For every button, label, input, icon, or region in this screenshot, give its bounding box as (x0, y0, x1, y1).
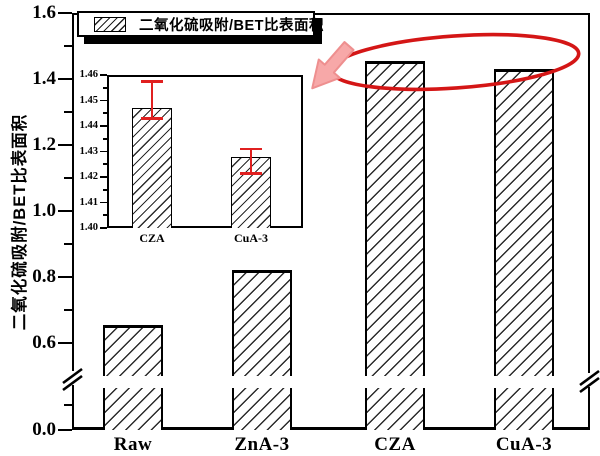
inset-y-major-tick (100, 201, 107, 204)
inset-y-major-tick (100, 176, 107, 178)
y-minor-tick (64, 308, 72, 311)
inset-bar (132, 108, 172, 228)
inset-y-minor-tick (103, 188, 107, 191)
y-axis-title: 二氧化硫吸附/BET比表面积 (11, 113, 29, 331)
y-major-tick (58, 11, 72, 15)
inset-y-minor-tick (103, 86, 107, 89)
y-tick-label: 1.6 (32, 2, 56, 23)
x-category-label: CuA-3 (495, 434, 553, 455)
y-major-tick (58, 77, 72, 81)
inset-y-tick-label: 1.41 (79, 196, 98, 208)
y-minor-tick (64, 110, 72, 113)
error-bar-cap-top (141, 80, 163, 83)
bar-lower-segment (365, 388, 425, 430)
y-minor-tick (64, 176, 72, 179)
error-bar-cap-bottom (240, 172, 262, 175)
inset-y-minor-tick (103, 137, 107, 140)
y-minor-tick (64, 403, 72, 406)
plot-frame (72, 13, 590, 430)
error-bar-line (150, 81, 154, 119)
y-major-tick (58, 341, 72, 345)
inset-y-major-tick (100, 227, 107, 229)
bar-lower-segment (232, 388, 292, 430)
y-tick-label: 1.0 (32, 200, 56, 221)
y-tick-label: 1.2 (32, 134, 56, 155)
error-bar-cap-top (240, 147, 262, 151)
bar-lower-segment (494, 388, 554, 430)
y-tick-label: 0.0 (32, 419, 56, 440)
inset-y-major-tick (100, 99, 107, 102)
inset-y-major-tick (100, 74, 107, 76)
x-category-label: ZnA-3 (234, 434, 290, 455)
x-category-label: CZA (374, 434, 416, 455)
inset-y-minor-tick (103, 112, 107, 115)
bar-upper-segment (365, 60, 425, 376)
y-tick-label: 1.4 (32, 68, 56, 89)
inset-x-category-label: CuA-3 (233, 231, 268, 245)
error-bar-cap-bottom (141, 117, 163, 120)
inset-y-tick-label: 1.42 (79, 171, 98, 182)
inset-y-minor-tick (103, 163, 107, 166)
inset-y-tick-label: 1.46 (79, 69, 98, 80)
y-major-tick (58, 428, 72, 432)
inset-y-tick-label: 1.45 (79, 94, 98, 106)
y-minor-tick (64, 242, 72, 245)
x-category-label: Raw (113, 434, 153, 455)
y-minor-tick (64, 44, 72, 47)
inset-y-major-tick (100, 150, 107, 153)
error-bar-line (249, 148, 253, 174)
legend-hatch-swatch (94, 16, 126, 32)
inset-x-category-label: CZA (139, 231, 165, 245)
inset-y-minor-tick (103, 214, 107, 217)
y-tick-label: 0.8 (32, 266, 56, 287)
y-major-tick (58, 275, 72, 279)
y-major-tick (58, 209, 72, 213)
bar-upper-segment (494, 69, 554, 376)
inset-y-major-tick (100, 125, 107, 127)
bar-upper-segment (103, 324, 163, 376)
legend-label: 二氧化硫吸附/BET比表面积 (139, 17, 325, 34)
inset-y-tick-label: 1.40 (79, 222, 98, 233)
y-tick-label: 0.6 (32, 332, 56, 353)
y-major-tick (58, 143, 72, 147)
bar-lower-segment (103, 388, 163, 430)
inset-y-tick-label: 1.44 (79, 120, 98, 131)
bar-upper-segment (232, 270, 292, 376)
legend: 二氧化硫吸附/BET比表面积 (77, 11, 324, 37)
inset-y-tick-label: 1.43 (79, 145, 98, 157)
